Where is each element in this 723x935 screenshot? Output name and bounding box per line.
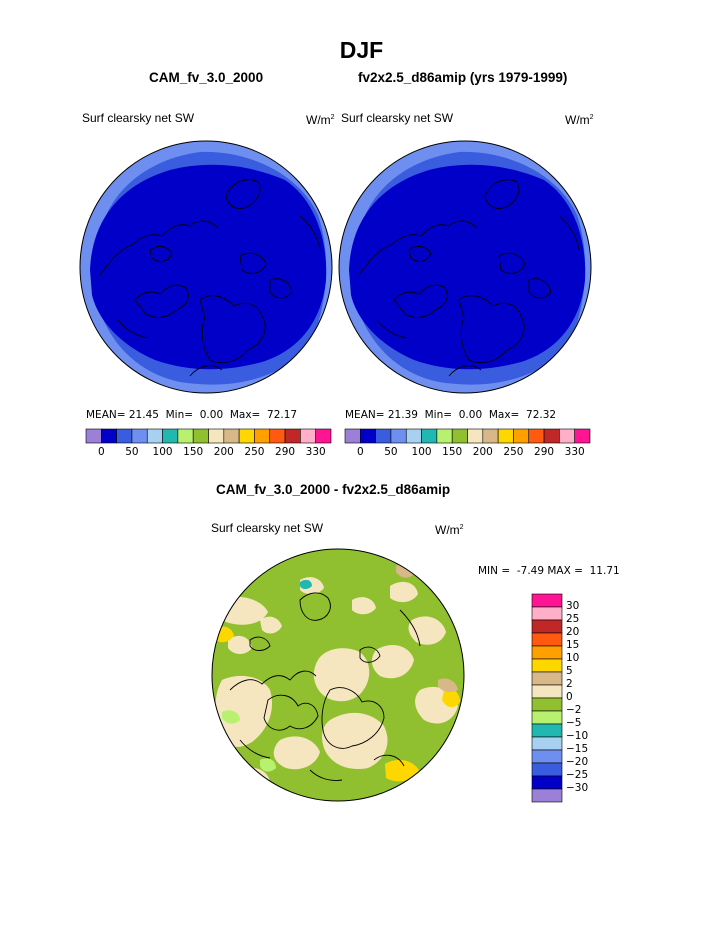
panel-1-colorbar-tick-label: 200	[213, 446, 234, 458]
panel-1-units-base: W/m	[306, 113, 331, 127]
panel-2-colorbar-tick-label: 50	[384, 446, 398, 458]
panel-2-colorbar-tick-label: 290	[534, 446, 555, 458]
panel-3-colorbar-box	[531, 697, 563, 712]
panel-1-units-sup: 2	[330, 114, 335, 121]
panel-3-border	[211, 548, 465, 802]
panel-2-variable: Surf clearsky net SW	[341, 111, 454, 125]
panel-3-colorbar-tick-label: −10	[566, 730, 589, 742]
panel-3-colorbar-box	[531, 606, 563, 621]
page-title: DJF	[339, 37, 384, 63]
panel-3-colorbar-tick-label: 20	[566, 626, 580, 638]
panel-3-colorbar-box	[531, 736, 563, 751]
panel-2-title: fv2x2.5_d86amip (yrs 1979-1999)	[358, 70, 568, 85]
panel-1-core	[90, 164, 327, 370]
panel-1-border	[79, 140, 333, 394]
panel-3-colorbar-box	[531, 684, 563, 699]
panel-3-colorbar-tick-label: 0	[566, 691, 573, 703]
panel-3-colorbar-tick-label: −25	[566, 769, 589, 781]
panel-3-min-value: -7.49	[516, 565, 545, 577]
panel-3-units-sup: 2	[459, 524, 464, 531]
panel-3-colorbar-box	[531, 749, 563, 764]
panel-1-colorbar-tick-label: 290	[275, 446, 296, 458]
panel-1-stats: MEAN= 21.45 Min= 0.00 Max= 72.17	[86, 409, 297, 421]
panel-2-colorbar-tick-label: 330	[564, 446, 585, 458]
panel-3-colorbar-box	[531, 775, 563, 790]
panel-3-colorbar-tick-label: 5	[566, 665, 573, 677]
panel-3-colorbar-box	[531, 658, 563, 673]
panel-1-colorbar-box	[315, 428, 332, 444]
panel-1-mean-value: 21.45	[128, 409, 159, 421]
panel-2-colorbar	[344, 428, 591, 444]
panel-2-colorbar-tick-label: 250	[503, 446, 524, 458]
panel-3-colorbar-box	[531, 762, 563, 777]
panel-3-stats: MIN = -7.49 MAX = 11.71	[478, 565, 620, 577]
panel-1-mean-label: MEAN=	[86, 409, 126, 421]
panel-1-max-label: Max=	[229, 409, 261, 421]
panel-3-colorbar-tick-label: 10	[566, 652, 580, 664]
panel-1-colorbar-tick-label: 0	[97, 446, 105, 458]
panel-2-colorbar-tick-label: 200	[472, 446, 493, 458]
panel-1-max-value: 72.17	[267, 409, 298, 421]
panel-1-min-value: 0.00	[199, 409, 224, 421]
panel-2-units-base: W/m	[565, 113, 590, 127]
panel-3-colorbar-tick-label: 25	[566, 613, 580, 625]
panel-3-variable: Surf clearsky net SW	[211, 521, 324, 535]
panel-2-min-value: 0.00	[458, 409, 483, 421]
panel-3-colorbar-tick-label: 2	[566, 678, 573, 690]
panel-1-units: W/m2	[306, 113, 335, 127]
panel-3-colorbar-tick-label: −2	[566, 704, 582, 716]
panel-3-colorbar-box	[531, 645, 563, 660]
panel-1-coastlines	[99, 179, 321, 377]
panel-1-min-label: Min=	[165, 409, 194, 421]
panel-3-colorbar-box	[531, 593, 563, 608]
panel-1-title: CAM_fv_3.0_2000	[149, 70, 264, 85]
panel-3-colorbar-tick-label: 15	[566, 639, 580, 651]
panel-3-colorbar-box	[531, 723, 563, 738]
panel-3-colorbar-tick-label: −20	[566, 756, 589, 768]
panel-3-colorbar-box	[531, 632, 563, 647]
panel-3-min-label: MIN =	[478, 565, 511, 577]
panel-3-units-base: W/m	[435, 523, 460, 537]
panel-3-colorbar-tick-label: −30	[566, 782, 589, 794]
panel-2-units-sup: 2	[589, 114, 594, 121]
panel-1-variable: Surf clearsky net SW	[82, 111, 195, 125]
panel-2-coastlines	[358, 179, 580, 377]
panel-1-colorbar	[85, 428, 332, 444]
panel-2-mean-label: MEAN=	[345, 409, 385, 421]
panel-3-colorbar-box	[531, 788, 563, 803]
panel-3-coastlines	[229, 592, 421, 781]
panel-2-stats: MEAN= 21.39 Min= 0.00 Max= 72.32	[345, 409, 556, 421]
panel-1-colorbar-tick-label: 250	[244, 446, 265, 458]
panel-2-max-value: 72.32	[526, 409, 557, 421]
panel-2-border	[338, 140, 592, 394]
panel-3-max-label: MAX =	[547, 565, 583, 577]
panel-3-colorbar-tick-label: −5	[566, 717, 582, 729]
panel-3-colorbar-box	[531, 671, 563, 686]
panel-2-min-label: Min=	[424, 409, 453, 421]
panel-1-colorbar-tick-label: 50	[125, 446, 139, 458]
panel-3-colorbar-tick-label: 30	[566, 600, 580, 612]
panel-3-colorbar-box	[531, 710, 563, 725]
panel-3-colorbar-tick-label: −15	[566, 743, 589, 755]
panel-2-max-label: Max=	[488, 409, 520, 421]
panel-2-units: W/m2	[565, 113, 594, 127]
panel-3-title: CAM_fv_3.0_2000 - fv2x2.5_d86amip	[216, 482, 451, 497]
panel-3-units: W/m2	[435, 523, 464, 537]
panel-2-core	[349, 164, 586, 370]
panel-1-colorbar-tick-label: 150	[183, 446, 204, 458]
panel-3-colorbar	[531, 593, 563, 803]
panel-2-colorbar-box	[574, 428, 591, 444]
panel-2-colorbar-tick-label: 150	[442, 446, 463, 458]
panel-2-mean-value: 21.39	[387, 409, 418, 421]
panel-1-colorbar-tick-label: 330	[305, 446, 326, 458]
panel-2-colorbar-tick-label: 100	[411, 446, 432, 458]
panel-3-max-value: 11.71	[589, 565, 620, 577]
panel-3-colorbar-box	[531, 619, 563, 634]
panel-2-colorbar-tick-label: 0	[356, 446, 364, 458]
panel-1-colorbar-tick-label: 100	[152, 446, 173, 458]
